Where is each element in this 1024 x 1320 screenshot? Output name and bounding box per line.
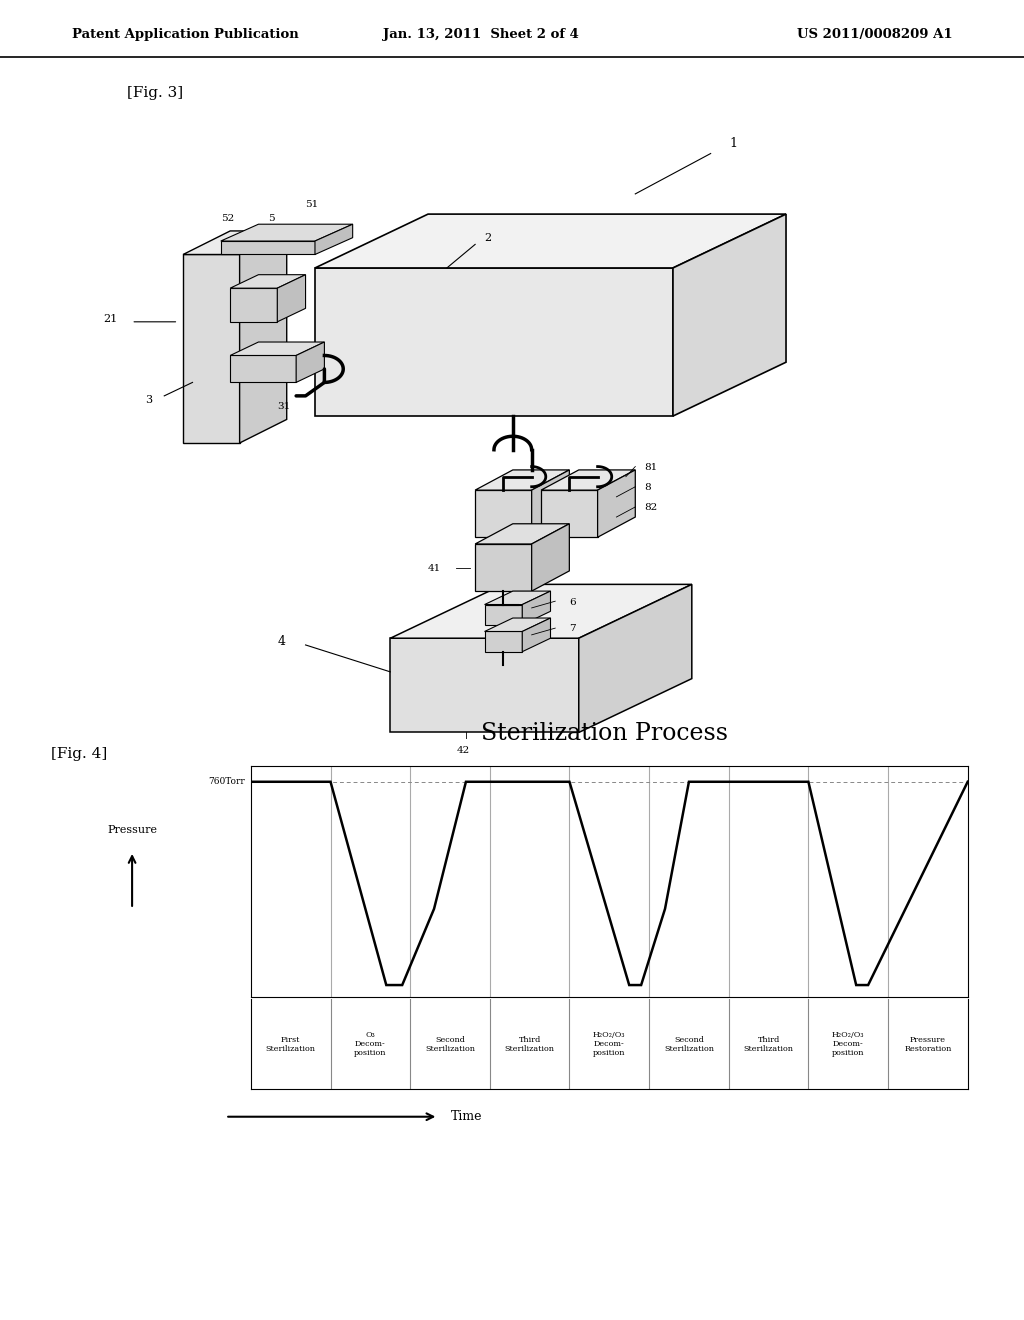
- Text: [Fig. 3]: [Fig. 3]: [127, 86, 182, 100]
- Text: Third
Sterilization: Third Sterilization: [505, 1035, 555, 1053]
- Polygon shape: [522, 618, 551, 652]
- Text: Pressure: Pressure: [108, 825, 157, 836]
- Polygon shape: [598, 470, 635, 537]
- Text: H₂O₂/O₃
Decom-
position: H₂O₂/O₃ Decom- position: [831, 1031, 864, 1057]
- Polygon shape: [183, 255, 240, 444]
- Text: 42: 42: [457, 746, 470, 755]
- Text: H₂O₂/O₃
Decom-
position: H₂O₂/O₃ Decom- position: [593, 1031, 626, 1057]
- Text: 31: 31: [278, 403, 291, 412]
- Polygon shape: [230, 355, 296, 383]
- Text: Jan. 13, 2011  Sheet 2 of 4: Jan. 13, 2011 Sheet 2 of 4: [383, 28, 580, 41]
- Polygon shape: [531, 524, 569, 591]
- Text: 760Torr: 760Torr: [208, 777, 245, 787]
- Text: 4: 4: [278, 635, 286, 648]
- Polygon shape: [390, 585, 692, 639]
- Text: [Fig. 4]: [Fig. 4]: [51, 747, 108, 760]
- Polygon shape: [221, 224, 352, 242]
- Text: 6: 6: [569, 598, 575, 607]
- Polygon shape: [296, 342, 325, 383]
- Text: 41: 41: [428, 564, 441, 573]
- Text: Second
Sterilization: Second Sterilization: [664, 1035, 714, 1053]
- Text: Third
Sterilization: Third Sterilization: [743, 1035, 794, 1053]
- Polygon shape: [541, 490, 598, 537]
- Polygon shape: [484, 591, 551, 605]
- Text: 52: 52: [221, 214, 234, 223]
- Text: 21: 21: [102, 314, 117, 323]
- Text: 82: 82: [645, 503, 658, 512]
- Polygon shape: [183, 231, 287, 255]
- Polygon shape: [240, 231, 287, 444]
- Polygon shape: [475, 470, 569, 490]
- Text: Second
Sterilization: Second Sterilization: [425, 1035, 475, 1053]
- Polygon shape: [484, 605, 522, 624]
- Polygon shape: [230, 342, 325, 355]
- Text: 8: 8: [645, 483, 651, 492]
- Polygon shape: [484, 618, 551, 631]
- Text: 1: 1: [729, 137, 737, 149]
- Polygon shape: [579, 585, 692, 733]
- Polygon shape: [475, 524, 569, 544]
- Polygon shape: [531, 470, 569, 537]
- Polygon shape: [475, 490, 531, 537]
- Polygon shape: [230, 288, 278, 322]
- Polygon shape: [230, 275, 305, 288]
- Text: Patent Application Publication: Patent Application Publication: [72, 28, 298, 41]
- Text: O₃
Decom-
position: O₃ Decom- position: [354, 1031, 387, 1057]
- Text: 3: 3: [145, 395, 153, 405]
- Polygon shape: [522, 591, 551, 624]
- Polygon shape: [315, 214, 786, 268]
- Polygon shape: [315, 268, 673, 416]
- Text: 7: 7: [569, 624, 575, 634]
- Text: Time: Time: [451, 1110, 482, 1123]
- Polygon shape: [315, 224, 352, 255]
- Polygon shape: [484, 631, 522, 652]
- Text: 5: 5: [268, 214, 274, 223]
- Polygon shape: [541, 470, 635, 490]
- Text: US 2011/0008209 A1: US 2011/0008209 A1: [797, 28, 952, 41]
- Text: First
Sterilization: First Sterilization: [265, 1035, 315, 1053]
- Polygon shape: [278, 275, 305, 322]
- Text: 51: 51: [305, 201, 318, 210]
- Polygon shape: [673, 214, 786, 416]
- Polygon shape: [221, 242, 315, 255]
- Polygon shape: [475, 544, 531, 591]
- Text: Sterilization Process: Sterilization Process: [480, 722, 728, 746]
- Text: 2: 2: [484, 234, 492, 243]
- Text: Pressure
Restoration: Pressure Restoration: [904, 1035, 951, 1053]
- Polygon shape: [390, 639, 579, 733]
- Text: 81: 81: [645, 463, 658, 473]
